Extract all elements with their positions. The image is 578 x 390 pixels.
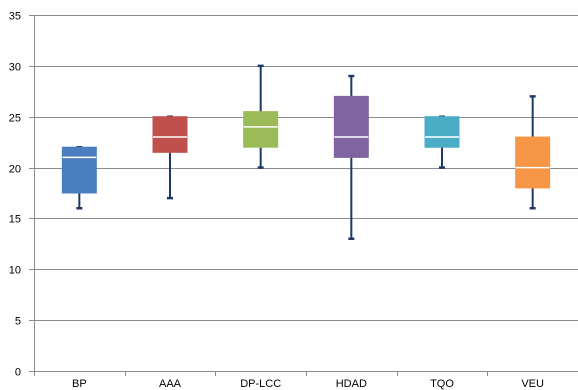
gridlines <box>34 15 578 321</box>
box-tqo <box>424 115 460 169</box>
boxes <box>61 64 551 241</box>
y-tick-label: 5 <box>15 316 21 328</box>
box-body <box>61 146 97 194</box>
box-hdad <box>333 74 369 241</box>
y-tick-label: 10 <box>9 265 21 277</box>
x-tick-label: BP <box>72 378 87 390</box>
y-tick-label: 15 <box>9 214 21 226</box>
box-body <box>243 111 279 148</box>
x-tick-label: AAA <box>159 378 182 390</box>
x-tick-labels: BP AAA DP-LCC HDAD TQO VEU <box>72 378 544 390</box>
y-tick-labels: 0 5 10 15 20 25 30 35 <box>9 11 21 379</box>
box-body <box>515 136 551 189</box>
x-tick-label: DP-LCC <box>240 378 281 390</box>
y-tick-label: 0 <box>15 367 21 379</box>
y-tick-label: 25 <box>9 113 21 125</box>
y-tick-label: 30 <box>9 62 21 74</box>
box-body <box>424 116 460 148</box>
box-body <box>333 95 369 158</box>
x-tick-label: HDAD <box>336 378 367 390</box>
y-tick-label: 20 <box>9 164 21 176</box>
axes <box>29 15 578 376</box>
y-tick-label: 35 <box>9 11 21 23</box>
x-tick-label: VEU <box>521 378 544 390</box>
box-veu <box>515 95 551 210</box>
box-dp-lcc <box>243 64 279 169</box>
x-tick-label: TQO <box>430 378 454 390</box>
box-bp <box>61 145 97 210</box>
box-aaa <box>152 115 188 200</box>
box-body <box>152 116 188 153</box>
